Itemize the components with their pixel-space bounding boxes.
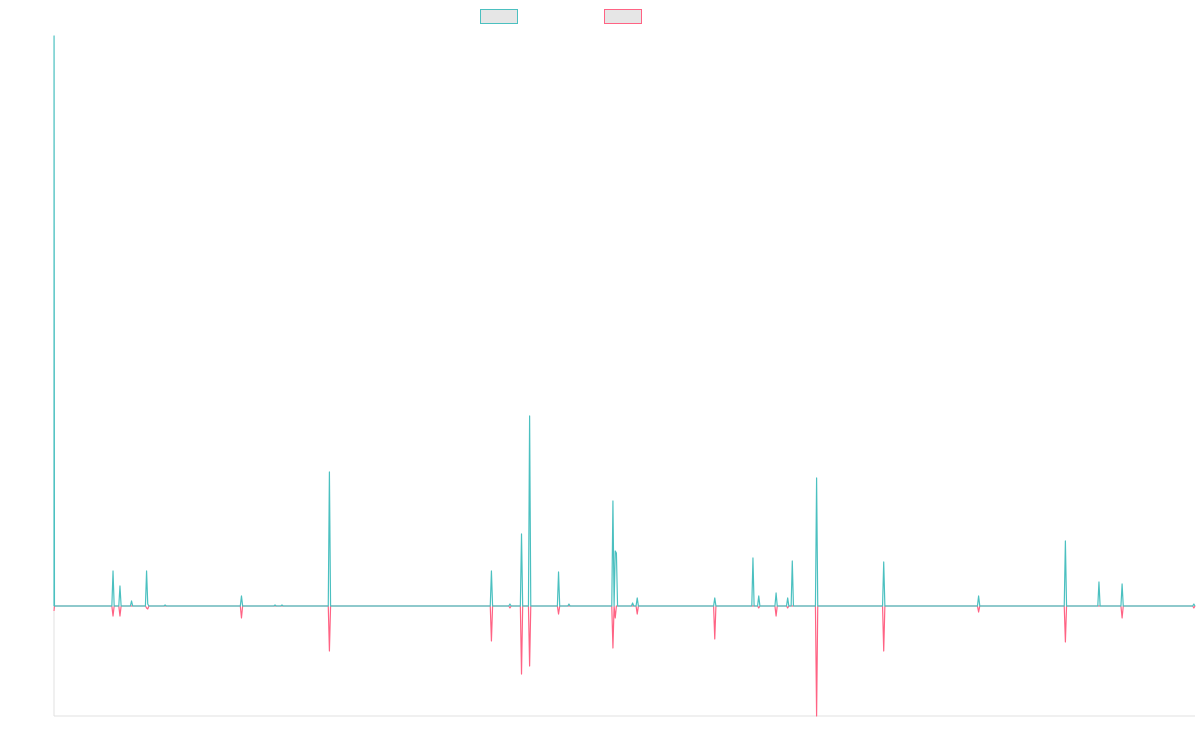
series-line-2 xyxy=(53,605,1196,717)
chart-axes xyxy=(53,36,1195,717)
legend-swatch-series-2[interactable] xyxy=(604,9,642,24)
series-line-1 xyxy=(53,35,1196,607)
legend-swatch-series-1[interactable] xyxy=(480,9,518,24)
chart-plot-area xyxy=(53,35,1196,717)
